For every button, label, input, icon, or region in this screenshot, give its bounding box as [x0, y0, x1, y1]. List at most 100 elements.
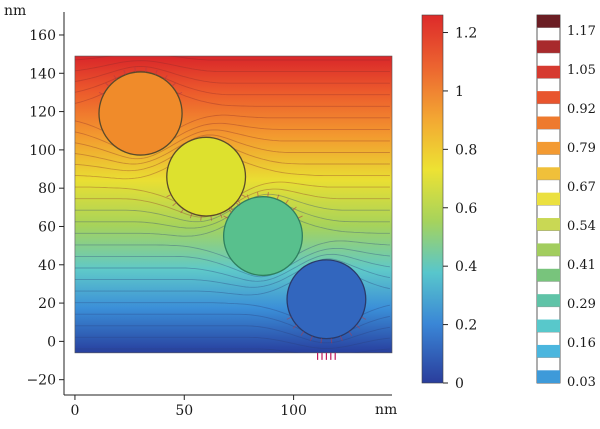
- field-arrow: [348, 331, 353, 336]
- field-arrow: [257, 191, 259, 198]
- y-tick-label: 20: [38, 296, 56, 312]
- y-tick-label: −20: [26, 373, 56, 389]
- field-arrow: [98, 91, 104, 96]
- contour-legend-swatch: [537, 218, 560, 231]
- field-arrow: [177, 91, 183, 96]
- particle-circle: [166, 136, 247, 217]
- contour-legend-label: 0.16: [567, 336, 596, 351]
- contour-legend-label: 0.29: [567, 297, 596, 312]
- contour-legend-swatch: [537, 116, 560, 130]
- contour-legend-label: 0.54: [567, 219, 596, 234]
- y-tick-label: 120: [29, 105, 56, 121]
- field-line: [74, 129, 390, 160]
- field-arrow: [276, 194, 280, 200]
- colorbar-tick-label: 1.2: [455, 26, 477, 42]
- x-tick-label: 0: [70, 403, 79, 419]
- y-tick-label: 0: [47, 334, 56, 350]
- field-arrow: [361, 316, 367, 320]
- field-line: [74, 336, 390, 349]
- field-arrow: [286, 316, 292, 320]
- colorbar: 1.2 1 0.8 0.6 0.4 0.2 0: [421, 14, 477, 392]
- field-arrow: [171, 82, 176, 87]
- field-arrow: [134, 67, 136, 73]
- field-arrow: [155, 69, 158, 75]
- field-arrow: [210, 215, 212, 221]
- particle-circle: [286, 259, 367, 340]
- contour-legend-label: 1.05: [567, 63, 596, 78]
- field-arrow: [340, 335, 343, 341]
- contour-legend-swatch: [537, 91, 560, 104]
- field-line: [74, 253, 390, 282]
- field-arrow: [310, 335, 313, 341]
- contour-legend-swatch: [537, 15, 560, 28]
- contour-legend-swatch: [537, 141, 560, 155]
- field-arrow: [166, 194, 172, 198]
- contour-legend-swatch: [537, 192, 560, 206]
- field-arrow: [267, 191, 269, 198]
- colorbar-tick-label: 0: [455, 376, 464, 392]
- contour-legend-swatch: [537, 370, 560, 383]
- field-line: [74, 134, 390, 165]
- field-arrow: [223, 215, 229, 219]
- y-tick-label: 100: [29, 143, 56, 159]
- y-tick-label: 140: [29, 66, 56, 82]
- particles: [98, 71, 367, 340]
- y-axis: 160 140 120 100 80 60 40 20 0 −20: [26, 12, 65, 395]
- field-line: [74, 258, 390, 288]
- contour-legend-swatch: [537, 344, 560, 358]
- field-line: [74, 247, 390, 278]
- field-arrow: [113, 75, 118, 80]
- field-arrow: [123, 69, 127, 75]
- field-arrow: [292, 324, 297, 329]
- particle-circle: [222, 196, 303, 277]
- contour-legend: 1.17 1.05 0.92 0.79 0.67 0.54 0.41 0.29 0.16 0.03: [536, 14, 596, 390]
- field-arrow: [300, 331, 305, 336]
- field-arrow: [163, 75, 168, 80]
- contour-legend-label: 0.41: [567, 258, 596, 273]
- particle-circle: [98, 71, 183, 156]
- field-arrow: [330, 338, 333, 344]
- y-tick-label: 60: [38, 219, 56, 235]
- y-tick-label: 40: [38, 258, 56, 274]
- field-arrow: [145, 67, 147, 73]
- field-arrow: [355, 324, 361, 329]
- field-line: [74, 348, 390, 353]
- field-arrow: [320, 338, 323, 344]
- contour-legend-swatch: [537, 268, 560, 282]
- contour-legend-swatch: [537, 294, 560, 307]
- x-tick-label: 50: [175, 403, 193, 419]
- x-tick-label: 100: [280, 403, 307, 419]
- colorbar-gradient: [421, 14, 444, 384]
- colorbar-tick-label: 0.8: [455, 142, 477, 158]
- contour-legend-swatch: [537, 167, 560, 180]
- field-arrow: [228, 208, 232, 214]
- colorbar-tick-label: 0.6: [455, 201, 477, 217]
- contour-legend-swatch: [537, 40, 560, 54]
- colorbar-tick-label: 1: [455, 84, 464, 100]
- field-arrow: [172, 202, 177, 207]
- y-axis-unit: nm: [4, 3, 26, 19]
- field-line: [74, 56, 390, 61]
- contour-legend-swatch: [537, 319, 560, 333]
- colorbar-tick-label: 0.4: [455, 259, 477, 275]
- y-tick-label: 160: [29, 28, 56, 44]
- contour-legend-swatch: [537, 65, 560, 79]
- field-arrows: [98, 67, 367, 360]
- contour-legend-label: 0.79: [567, 141, 596, 156]
- field-line: [74, 66, 390, 84]
- x-axis-unit: nm: [375, 402, 397, 418]
- x-axis: 0 50 100: [64, 394, 392, 419]
- contour-legend-label: 0.92: [567, 102, 596, 117]
- field-arrow: [105, 82, 110, 87]
- heatmap-plot: 160 140 120 100 80 60 40 20 0 −20 0 50 100 nm nm: [4, 3, 397, 419]
- field-arrow: [219, 213, 223, 219]
- contour-legend-labels: 1.17 1.05 0.92 0.79 0.67 0.54 0.41 0.29 0.16 0.03: [567, 24, 596, 390]
- field-arrow: [297, 215, 303, 219]
- contour-legend-label: 0.67: [567, 180, 596, 195]
- colorbar-ticks: 1.2 1 0.8 0.6 0.4 0.2 0: [443, 26, 477, 392]
- colorbar-tick-label: 0.2: [455, 318, 477, 334]
- field-arrow: [292, 206, 297, 211]
- field-arrow: [189, 213, 193, 219]
- contour-legend-label: 0.03: [567, 375, 596, 390]
